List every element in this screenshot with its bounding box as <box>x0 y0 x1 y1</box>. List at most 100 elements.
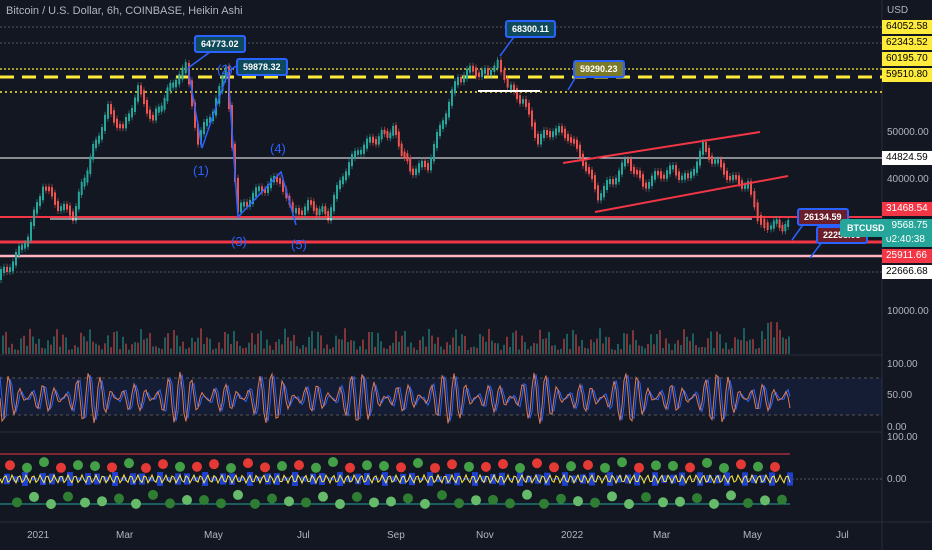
candle-body <box>415 168 417 176</box>
callout-ath-68300[interactable]: 68300.11 <box>505 20 557 38</box>
osc-signal-dot <box>447 459 457 470</box>
osc-histogram-bar <box>148 476 154 482</box>
volume-bar <box>194 341 196 354</box>
volume-bar <box>731 348 733 354</box>
volume-bar <box>677 340 679 354</box>
osc-signal-dot <box>226 462 236 473</box>
volume-bar <box>575 334 577 354</box>
candle-body <box>627 158 629 164</box>
candle-body <box>307 200 309 211</box>
osc-histogram-bar <box>193 476 199 482</box>
osc-histogram-bar <box>256 476 262 482</box>
volume-bar <box>518 349 520 354</box>
osc-signal-dot <box>736 459 746 470</box>
volume-bar <box>8 347 10 354</box>
osc-histogram-bar <box>229 473 235 485</box>
osc-histogram-bar <box>553 478 559 480</box>
osc-signal-dot <box>97 496 107 507</box>
candle-body <box>155 108 157 121</box>
volume-bar <box>212 349 214 354</box>
volume-bar <box>653 344 655 354</box>
candle-body <box>276 175 278 183</box>
candle-body <box>285 188 288 199</box>
osc-signal-dot <box>403 493 413 504</box>
candle-body <box>128 113 130 122</box>
candle-body <box>690 171 692 179</box>
volume-bar <box>305 347 307 354</box>
osc-histogram-bar <box>76 477 82 481</box>
volume-bar <box>200 328 202 354</box>
candle-body <box>206 118 208 127</box>
volume-bar <box>161 348 163 354</box>
candle-body <box>781 224 784 232</box>
osc-signal-dot <box>556 493 566 504</box>
volume-bar <box>506 336 508 354</box>
volume-bar <box>221 348 223 354</box>
osc-signal-dot <box>277 461 287 472</box>
osc-signal-dot <box>658 497 668 508</box>
osc-histogram-bar <box>661 475 667 483</box>
volume-bar <box>701 346 703 354</box>
volume-bar <box>503 344 505 354</box>
volume-bar <box>185 349 187 354</box>
candle-body <box>669 165 671 175</box>
volume-bar <box>578 346 580 354</box>
candle-body <box>152 114 154 121</box>
candle-body <box>558 126 560 133</box>
volume-bar <box>611 349 613 354</box>
volume-bar <box>743 328 745 354</box>
volume-bar <box>443 349 445 354</box>
candle-body <box>778 219 781 229</box>
volume-bar <box>359 346 361 354</box>
candle-body <box>630 159 632 171</box>
price-label-44824: 44824.59 <box>882 151 932 165</box>
volume-bar <box>584 347 586 354</box>
osc-signal-dot <box>668 460 678 471</box>
callout-high-64773[interactable]: 64773.02 <box>194 35 246 53</box>
candle-body <box>75 206 77 221</box>
candle-body <box>86 170 89 183</box>
candle-body <box>642 174 644 187</box>
candle-body <box>500 59 502 73</box>
candle-body <box>705 142 707 152</box>
osc-histogram-bar <box>292 472 298 486</box>
candle-body <box>412 168 414 176</box>
osc-histogram-bar <box>697 472 703 486</box>
x-tick-nov-2021: Nov <box>476 530 494 541</box>
candle-body <box>756 202 759 222</box>
x-tick-may-2021: May <box>204 530 223 541</box>
volume-bar <box>620 349 622 354</box>
candle-body <box>348 162 350 176</box>
volume-bar <box>440 346 442 354</box>
callout-59290[interactable]: 59290.23 <box>573 60 625 78</box>
candle-body <box>633 166 635 174</box>
volume-bar <box>587 348 589 354</box>
volume-bar <box>698 347 700 354</box>
osc-histogram-bar <box>526 475 532 483</box>
volume-bar <box>326 344 328 354</box>
volume-bar <box>323 348 325 354</box>
volume-bar <box>479 334 481 354</box>
volume-bar <box>86 341 88 354</box>
candle-body <box>157 106 160 113</box>
volume-bar <box>275 341 277 354</box>
osc-histogram-bar <box>184 473 190 485</box>
osc-histogram-bar <box>508 478 514 480</box>
volume-bar <box>404 330 406 354</box>
volume-bar <box>623 333 625 354</box>
candle-body <box>400 143 403 156</box>
volume-bar <box>425 346 427 354</box>
volume-bar <box>536 343 538 354</box>
candle-body <box>717 159 719 164</box>
candle-body <box>618 170 620 182</box>
candle-body <box>143 90 145 104</box>
callout-26134[interactable]: 26134.59 <box>797 208 849 226</box>
callout-59878[interactable]: 59878.32 <box>236 58 288 76</box>
candle-body <box>243 201 245 207</box>
volume-bar <box>590 339 592 354</box>
osc-signal-dot <box>243 458 253 469</box>
osc-histogram-bar <box>139 473 145 485</box>
candle-body <box>472 65 474 72</box>
candle-body <box>612 178 614 185</box>
